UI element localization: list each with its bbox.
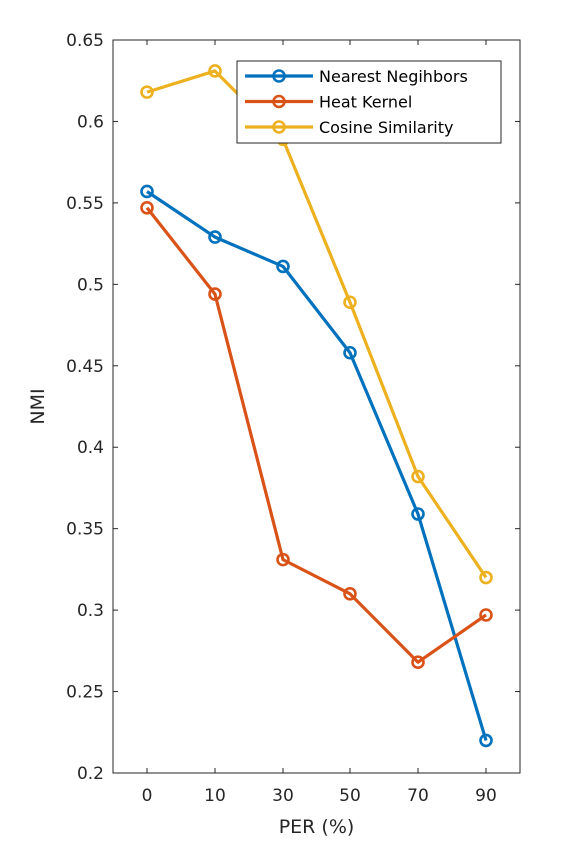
y-tick-label: 0.2: [77, 764, 104, 784]
y-tick-label: 0.55: [66, 194, 104, 214]
series-line: [145, 206, 487, 664]
axes-box: [112, 39, 521, 774]
series-line: [146, 190, 488, 741]
plot-background: [113, 40, 520, 773]
legend-swatch-marker: [272, 69, 286, 83]
data-point: [411, 655, 425, 670]
data-point: [343, 295, 357, 310]
x-tick-label: 50: [339, 786, 361, 806]
y-tick-label: 0.45: [66, 357, 104, 377]
legend-swatch-marker: [272, 94, 286, 109]
legend-entry: Nearest Negihbors: [245, 67, 468, 86]
y-tick-label: 0.4: [77, 438, 104, 458]
x-axis-title: PER (%): [279, 816, 355, 838]
data-point: [479, 570, 493, 585]
data-point: [479, 733, 493, 748]
data-point: [343, 345, 357, 360]
series-line: [146, 69, 488, 579]
series-layer: [140, 64, 493, 748]
y-axis-title: NMI: [27, 388, 49, 424]
y-tick-labels: 0.2 0.25 0.3 0.35 0.4 0.45 0.5 0.55 0.6 0.65: [66, 31, 104, 784]
x-tick-label: 0: [142, 786, 153, 806]
y-tick-label: 0.25: [66, 683, 104, 703]
series-0: [140, 184, 493, 748]
legend-label: Nearest Negihbors: [319, 67, 468, 86]
y-tick-label: 0.6: [77, 112, 104, 132]
y-tick-label: 0.3: [77, 601, 104, 621]
legend-entry: Cosine Similarity: [245, 118, 453, 137]
data-point: [208, 287, 222, 301]
legend-swatch-marker: [272, 120, 286, 134]
x-tick-label: 90: [475, 786, 497, 806]
data-point: [140, 85, 154, 99]
data-point: [140, 184, 154, 199]
data-point: [208, 230, 222, 244]
legend-label: Cosine Similarity: [319, 118, 453, 137]
data-point: [276, 259, 290, 274]
data-point: [140, 200, 154, 215]
series-1: [140, 200, 493, 670]
x-tick-label: 30: [272, 786, 294, 806]
legend: Nearest Negihbors Heat Kernel Cosine Simil…: [236, 60, 502, 144]
data-point: [411, 469, 425, 484]
data-point: [343, 587, 357, 601]
axes: [112, 39, 521, 774]
y-tick-label: 0.65: [66, 31, 104, 51]
data-point: [479, 608, 493, 622]
data-point: [411, 507, 425, 521]
x-tick-labels: 0 10 30 50 70 90: [142, 786, 497, 806]
data-point: [276, 552, 290, 567]
x-tick-label: 70: [407, 786, 429, 806]
data-point: [208, 64, 222, 78]
legend-entry: Heat Kernel: [245, 93, 412, 112]
y-tick-label: 0.35: [66, 520, 104, 540]
legend-label: Heat Kernel: [319, 93, 412, 112]
y-tick-label: 0.5: [77, 275, 104, 295]
x-tick-label: 10: [204, 786, 226, 806]
